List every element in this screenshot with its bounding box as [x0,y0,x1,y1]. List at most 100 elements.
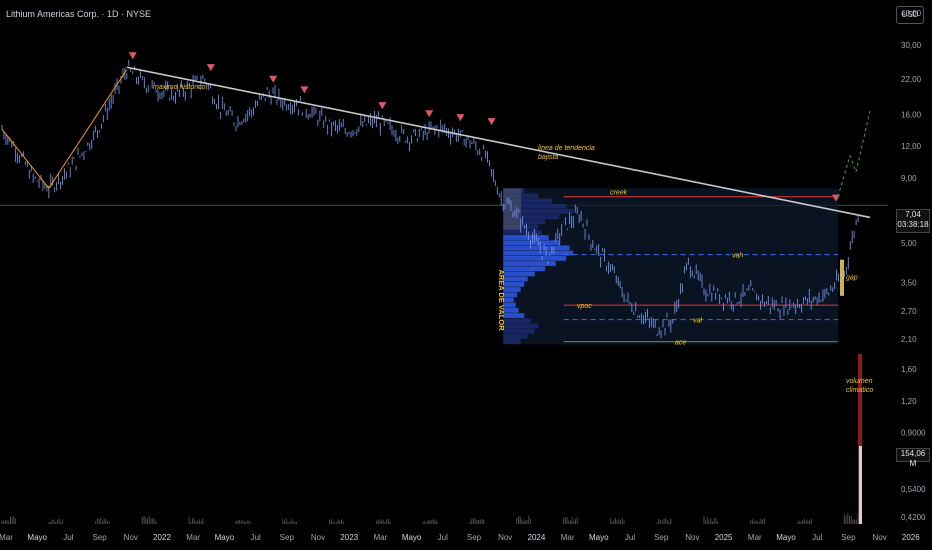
currency-button[interactable]: USD [896,6,924,24]
touch-arrow [300,86,309,94]
annotation-label: ace [675,340,686,347]
touch-arrow [487,118,496,126]
volume-profile-bin [503,203,567,209]
y-tick-label: 12,00 [901,142,922,151]
y-tick-label: 3,50 [901,278,917,287]
volume-profile-bin [503,266,546,272]
volume-profile-bin [503,313,525,318]
volume-profile-bin [503,214,560,220]
volume-profile-bin [503,302,516,308]
volume-profile-bin [503,328,535,334]
x-tick-label: Nov [311,533,325,542]
x-tick-label: 2022 [153,533,171,542]
x-tick-label: Mar [0,533,13,542]
volume-bar [859,446,862,524]
y-tick-label: 0,4200 [901,513,926,522]
touch-arrow [269,75,278,83]
x-tick-label: Nov [872,533,886,542]
annotation-label: vah [732,253,743,260]
volume-badge: 154,06 M [896,448,930,468]
volume-profile-bin [503,339,521,344]
volume-profile-bin [503,292,518,298]
volume-profile-bin [503,261,556,266]
x-tick-label: Mar [374,533,388,542]
volume-profile-bin [503,323,539,329]
x-tick-label: Mar [186,533,200,542]
x-tick-label: Jul [812,533,822,542]
volume-profile-bin [503,240,560,246]
y-tick-label: 1,20 [901,397,917,406]
volume-profile-bin [503,198,553,204]
volume-profile-bin [503,209,574,214]
volume-profile-bin [503,271,535,277]
volume-profile-bin [503,219,546,225]
annotation-label: maximo historico [153,84,206,91]
profile-upper-zone [503,188,522,230]
volume-profile-bin [503,229,542,235]
x-tick-label: Sep [92,533,107,542]
x-tick-label: Mayo [402,533,422,542]
x-tick-label: Sep [467,533,482,542]
volume-profile-bin [503,193,539,199]
bar-countdown: 03:38:18 [897,220,929,229]
x-tick-label: Sep [280,533,295,542]
volume-profile-bin [503,333,528,339]
gap-box [840,259,844,296]
x-tick-label: 2025 [715,533,733,542]
x-tick-label: Sep [654,533,669,542]
x-tick-label: Mayo [589,533,609,542]
annotation-label: val [693,318,702,325]
y-tick-label: 0,5400 [901,485,926,494]
volume-profile-bin [503,297,514,303]
x-tick-label: Mayo [776,533,796,542]
y-tick-label: 2,70 [901,307,917,316]
volume-profile-bin [503,245,570,251]
volume-profile-bin [503,318,532,324]
y-tick-label: 30,00 [901,41,922,50]
x-tick-label: Nov [685,533,699,542]
touch-arrow [425,110,434,118]
x-tick-label: Mayo [27,533,47,542]
y-tick-label: 2,10 [901,335,917,344]
y-tick-label: 9,00 [901,174,917,183]
x-tick-label: Nov [124,533,138,542]
x-tick-label: 2024 [528,533,546,542]
impulse-line [1,69,128,190]
x-tick-label: Jul [250,533,260,542]
touch-arrow [206,64,215,72]
annotation-label: creek [610,190,628,197]
x-tick-label: 2026 [902,533,920,542]
x-tick-label: 2023 [340,533,358,542]
y-tick-label: 16,00 [901,110,922,119]
x-tick-label: Sep [841,533,856,542]
x-tick-label: Jul [625,533,635,542]
volume-profile-bin [503,276,528,282]
touch-arrow [128,52,137,60]
volume-profile-bin [503,287,521,292]
last-price-badge: 7,04 03:38:18 [896,209,930,233]
y-tick-label: 40,00 [901,9,922,18]
x-tick-label: Mayo [215,533,235,542]
last-price: 7,04 [905,210,921,219]
volume-profile-bin [503,307,519,313]
bearish-trendline [126,66,871,219]
annotation-label: gap [846,274,858,281]
annotation-label: vpoc [577,303,592,310]
volume-profile-bin [503,188,525,194]
x-tick-label: Jul [438,533,448,542]
volume-profile-bin [503,255,567,261]
y-tick-label: 0,9000 [901,429,926,438]
y-tick-label: 1,60 [901,365,917,374]
y-tick-label: 22,00 [901,75,922,84]
chart-title: Lithium Americas Corp. · 1D · NYSE [6,9,152,19]
volume-profile-bin [503,281,525,287]
volume-value: 154,06 M [900,449,926,468]
annotation-label: volumen climatico [846,378,873,394]
x-tick-label: Mar [561,533,575,542]
x-tick-label: Nov [498,533,512,542]
touch-arrow [378,102,387,110]
projection-path [837,110,871,197]
annotation-label: AREA DE VALOR [497,269,506,331]
x-tick-label: Jul [63,533,73,542]
